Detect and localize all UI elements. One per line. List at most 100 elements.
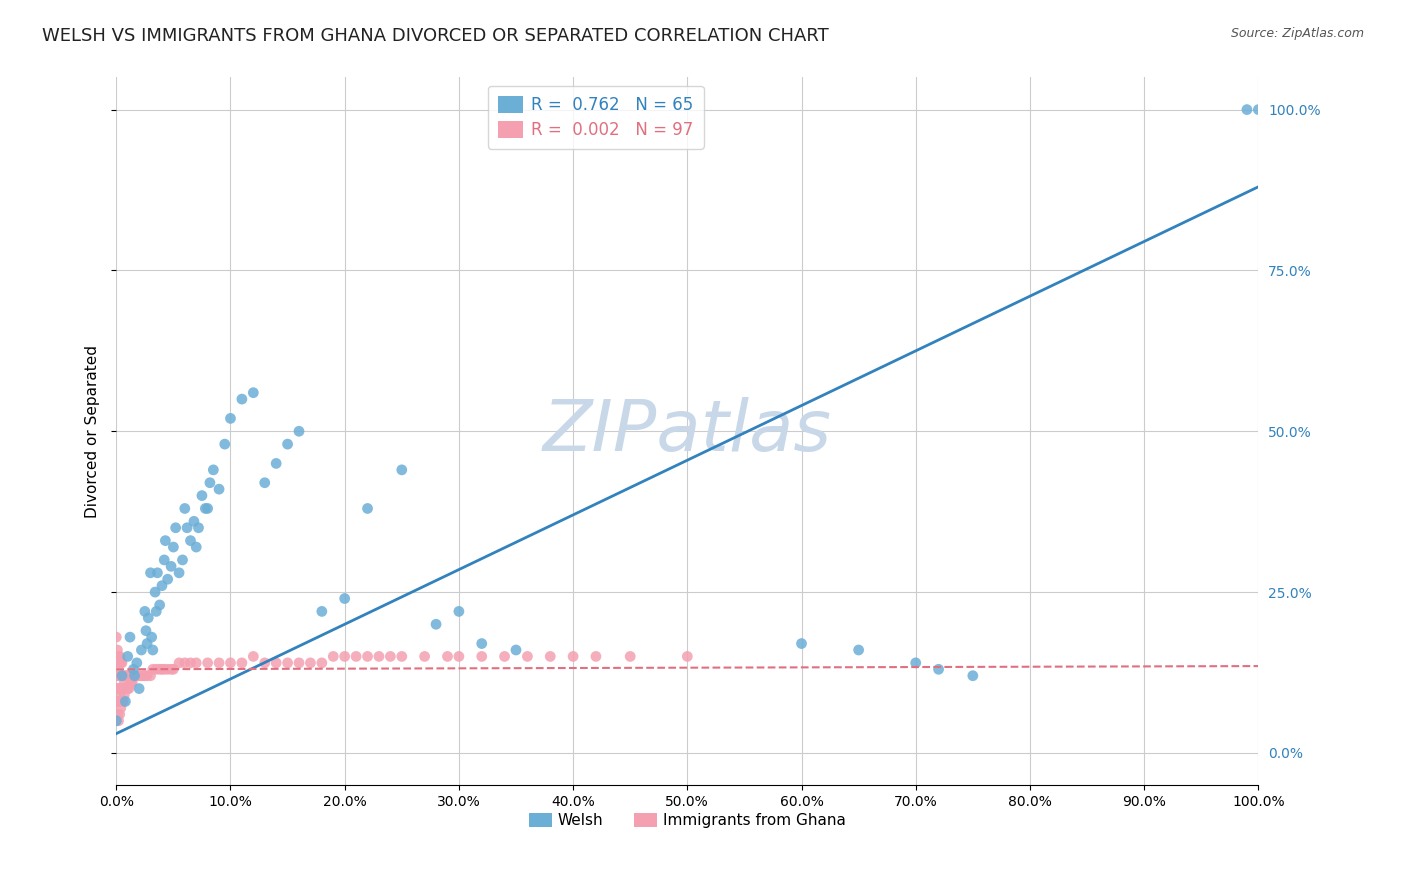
- Point: [179, 533, 201, 548]
- Point: [118, 681, 141, 696]
- Point: [156, 662, 179, 676]
- Point: [131, 643, 153, 657]
- Point: [105, 669, 128, 683]
- Point: [162, 540, 184, 554]
- Point: [145, 662, 167, 676]
- Point: [202, 463, 225, 477]
- Point: [139, 669, 162, 683]
- Point: [194, 501, 217, 516]
- Point: [108, 656, 131, 670]
- Point: [253, 475, 276, 490]
- Point: [311, 604, 333, 618]
- Point: [107, 694, 129, 708]
- Point: [264, 457, 287, 471]
- Point: [173, 656, 195, 670]
- Point: [391, 463, 413, 477]
- Point: [122, 669, 145, 683]
- Point: [288, 424, 311, 438]
- Point: [107, 714, 129, 728]
- Point: [311, 656, 333, 670]
- Text: Source: ZipAtlas.com: Source: ZipAtlas.com: [1230, 27, 1364, 40]
- Text: ZIPatlas: ZIPatlas: [543, 397, 832, 466]
- Point: [114, 694, 136, 708]
- Point: [111, 681, 134, 696]
- Point: [124, 669, 146, 683]
- Point: [198, 475, 221, 490]
- Point: [160, 662, 183, 676]
- Point: [115, 681, 138, 696]
- Point: [105, 694, 128, 708]
- Point: [344, 649, 367, 664]
- Point: [191, 489, 214, 503]
- Point: [197, 501, 219, 516]
- Point: [111, 669, 134, 683]
- Point: [368, 649, 391, 664]
- Point: [105, 649, 128, 664]
- Point: [197, 656, 219, 670]
- Point: [425, 617, 447, 632]
- Point: [136, 669, 159, 683]
- Point: [122, 662, 145, 676]
- Point: [253, 656, 276, 670]
- Point: [391, 649, 413, 664]
- Point: [231, 656, 253, 670]
- Point: [110, 656, 132, 670]
- Point: [150, 579, 173, 593]
- Point: [118, 669, 141, 683]
- Point: [219, 411, 242, 425]
- Y-axis label: Divorced or Separated: Divorced or Separated: [86, 345, 100, 517]
- Point: [471, 636, 494, 650]
- Point: [413, 649, 436, 664]
- Point: [356, 501, 378, 516]
- Point: [322, 649, 344, 664]
- Point: [447, 604, 470, 618]
- Point: [117, 669, 139, 683]
- Point: [111, 669, 134, 683]
- Point: [167, 566, 190, 580]
- Point: [105, 630, 128, 644]
- Point: [114, 669, 136, 683]
- Point: [447, 649, 470, 664]
- Point: [105, 714, 128, 728]
- Point: [277, 656, 299, 670]
- Point: [153, 553, 176, 567]
- Point: [136, 636, 159, 650]
- Point: [1236, 103, 1258, 117]
- Point: [264, 656, 287, 670]
- Point: [131, 669, 153, 683]
- Point: [562, 649, 585, 664]
- Point: [179, 656, 201, 670]
- Point: [585, 649, 607, 664]
- Point: [139, 566, 162, 580]
- Point: [186, 656, 208, 670]
- Point: [143, 585, 166, 599]
- Point: [149, 662, 172, 676]
- Point: [208, 482, 231, 496]
- Point: [277, 437, 299, 451]
- Point: [790, 636, 813, 650]
- Point: [107, 669, 129, 683]
- Point: [105, 681, 128, 696]
- Point: [135, 624, 157, 638]
- Point: [471, 649, 494, 664]
- Point: [494, 649, 516, 664]
- Point: [516, 649, 538, 664]
- Point: [117, 649, 139, 664]
- Point: [333, 591, 356, 606]
- Point: [288, 656, 311, 670]
- Point: [107, 656, 129, 670]
- Point: [928, 662, 950, 676]
- Point: [380, 649, 402, 664]
- Point: [125, 669, 148, 683]
- Point: [118, 630, 141, 644]
- Point: [134, 604, 156, 618]
- Point: [214, 437, 236, 451]
- Point: [108, 688, 131, 702]
- Point: [962, 669, 984, 683]
- Point: [142, 662, 165, 676]
- Point: [1247, 103, 1270, 117]
- Point: [107, 643, 129, 657]
- Point: [538, 649, 561, 664]
- Point: [242, 649, 264, 664]
- Point: [111, 694, 134, 708]
